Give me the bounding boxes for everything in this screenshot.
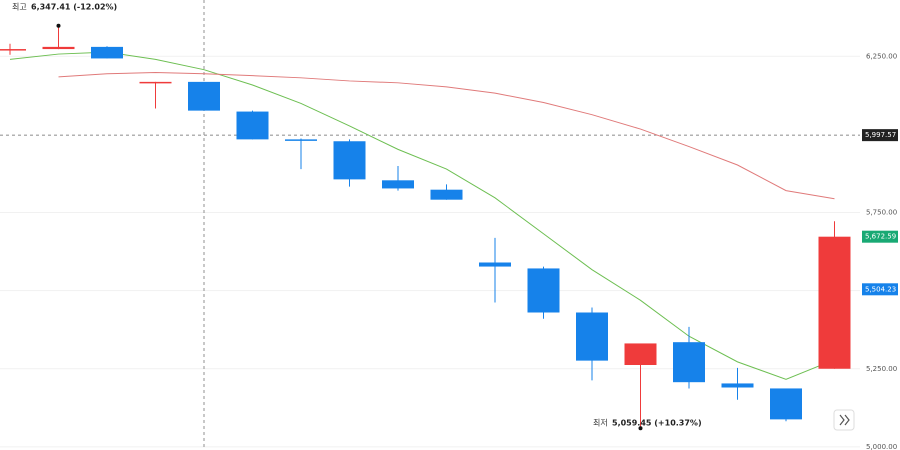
- ma-line: [9, 51, 835, 380]
- candle-body: [139, 81, 172, 84]
- crosshair-label-bg: [862, 129, 898, 142]
- high-dot: [56, 23, 61, 28]
- high-label: 최고: [12, 2, 27, 12]
- candle-body: [721, 383, 754, 388]
- candle-body: [673, 342, 705, 383]
- chevron-icon[interactable]: [839, 414, 850, 426]
- price-label-bg: [862, 283, 898, 296]
- price-label-bg: [862, 230, 898, 243]
- price-label: 5,504.23: [865, 285, 896, 293]
- candle-body: [42, 46, 75, 50]
- candle-body: [382, 180, 414, 189]
- crosshair-label: 5,997.57: [865, 131, 896, 139]
- scroll-button[interactable]: [833, 409, 855, 431]
- candle-body: [333, 141, 366, 180]
- candle-body: [527, 268, 560, 313]
- ma-line: [58, 71, 835, 200]
- y-tick-label: 5,000.00: [866, 443, 897, 450]
- candle-body: [0, 49, 26, 51]
- y-tick-label: 5,250.00: [866, 365, 897, 373]
- candle-body: [624, 343, 657, 365]
- candle-body: [188, 81, 220, 111]
- y-tick-label: 5,750.00: [866, 209, 897, 217]
- candle-body: [818, 236, 851, 369]
- low-value: 5,059.45 (+10.37%): [612, 419, 702, 428]
- candle-body: [430, 189, 463, 200]
- y-tick-label: 6,250.00: [866, 52, 897, 60]
- candle-body: [285, 139, 317, 141]
- price-label: 5,672.59: [865, 233, 896, 241]
- candle-body: [479, 262, 511, 267]
- candle-body: [91, 46, 123, 59]
- low-label: 최저: [593, 418, 608, 428]
- candle-body: [770, 388, 802, 420]
- low-dot: [638, 426, 643, 431]
- high-value: 6,347.41 (-12.02%): [31, 3, 117, 12]
- candle-body: [236, 111, 269, 140]
- candle-body: [576, 312, 608, 361]
